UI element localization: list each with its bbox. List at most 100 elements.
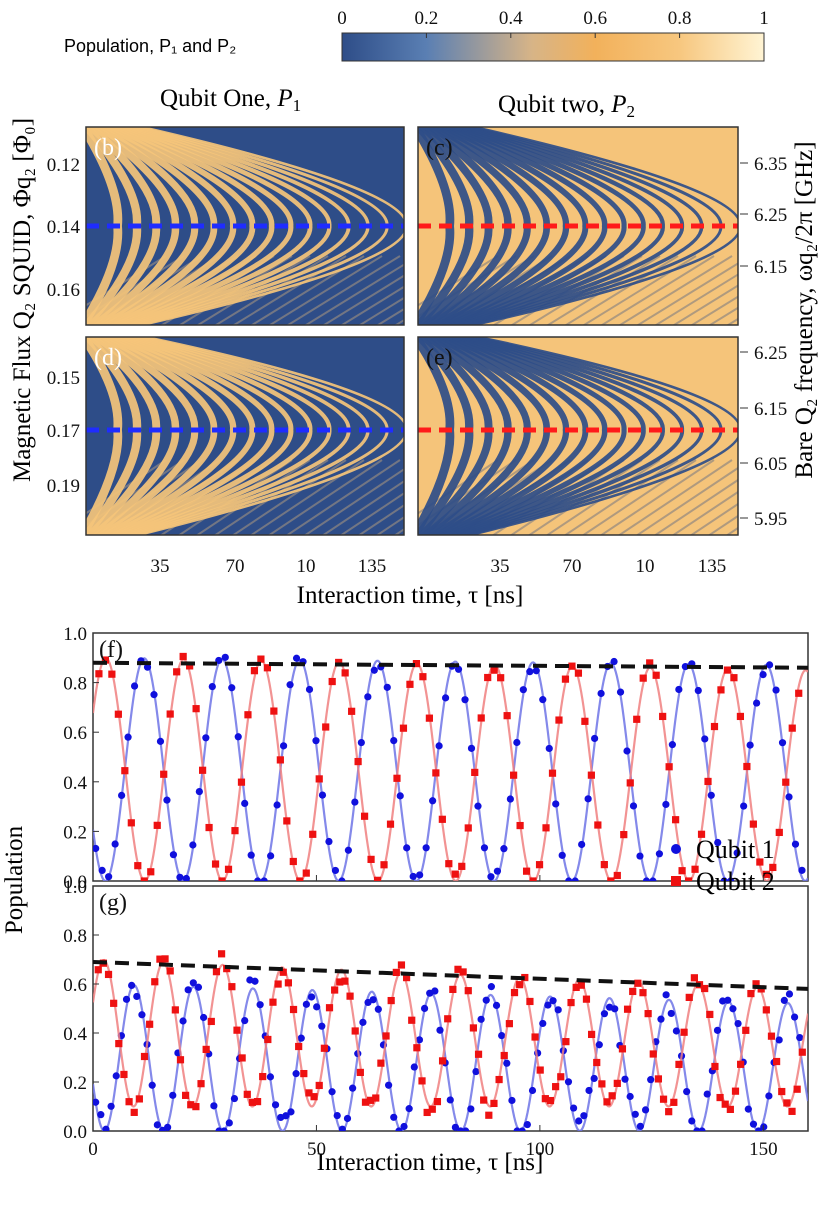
data-point-qubit-1 [143, 663, 152, 671]
heatmap-fine-fringe [419, 459, 535, 535]
data-point-qubit-1 [128, 981, 136, 989]
fit-line-2 [93, 958, 808, 1108]
data-point-qubit-2 [233, 1026, 241, 1034]
heatmap-panel: (e) [417, 336, 739, 536]
heatmap-fringe [110, 127, 294, 325]
data-point-qubit-2 [788, 1107, 796, 1115]
heatmap-fine-fringe [600, 255, 715, 325]
data-point-qubit-1 [493, 867, 502, 875]
data-point-qubit-2 [250, 667, 259, 675]
data-point-qubit-2 [561, 675, 570, 683]
data-point-qubit-2 [367, 855, 375, 863]
data-point-qubit-2 [503, 712, 511, 720]
data-point-qubit-2 [756, 858, 764, 866]
heatmap-fine-fringe [563, 459, 679, 535]
data-point-qubit-1 [210, 1102, 218, 1110]
data-point-qubit-1 [349, 1084, 357, 1092]
data-point-qubit-2 [295, 1042, 303, 1051]
data-point-qubit-2 [392, 968, 400, 976]
time-tick-label: 35 [151, 556, 170, 577]
data-point-qubit-1 [195, 787, 203, 796]
data-point-qubit-2 [354, 757, 362, 766]
data-point-qubit-2 [322, 723, 330, 731]
data-point-qubit-2 [721, 1100, 729, 1108]
data-point-qubit-2 [490, 1099, 498, 1108]
data-point-qubit-1 [189, 841, 197, 849]
heatmap-fine-fringe [418, 459, 517, 527]
data-point-qubit-2 [782, 778, 790, 786]
data-point-qubit-1 [351, 798, 359, 806]
data-point-qubit-2 [726, 1105, 734, 1113]
data-point-qubit-1 [714, 838, 722, 847]
y-tick-label: 0.2 [63, 1073, 87, 1094]
data-point-qubit-2 [120, 1070, 128, 1079]
data-point-qubit-1 [780, 996, 788, 1004]
data-point-qubit-1 [124, 733, 132, 741]
data-point-qubit-2 [121, 767, 129, 775]
data-point-qubit-1 [616, 688, 625, 696]
data-point-qubit-2 [557, 1073, 565, 1081]
y-tick-label: 0.8 [63, 674, 87, 695]
plot-xlabel: Interaction time, τ [ns] [317, 1149, 544, 1176]
data-point-qubit-2 [147, 868, 155, 876]
colorbar [341, 32, 765, 62]
heatmap-fine-fringe [159, 459, 275, 535]
heatmap-fine-fringe [492, 255, 607, 325]
heatmap-fine-fringe [160, 255, 275, 325]
data-point-qubit-1 [241, 1016, 249, 1025]
data-point-qubit-1 [422, 844, 430, 852]
colorbar-tick-label: 0.6 [583, 8, 607, 29]
data-point-qubit-2 [302, 869, 310, 877]
data-point-qubit-2 [186, 662, 194, 670]
data-point-qubit-1 [333, 1112, 341, 1120]
data-point-qubit-2 [115, 1039, 123, 1048]
data-point-qubit-1 [749, 1120, 758, 1128]
flux-axis-label: Magnetic Flux Q₂ SQUID, Φq₂ [Φ₀] [9, 118, 36, 482]
data-point-qubit-1 [405, 1105, 413, 1113]
data-point-qubit-1 [590, 1074, 598, 1083]
heatmap-fine-fringe [86, 255, 185, 318]
data-point-qubit-1 [672, 1027, 680, 1035]
data-point-qubit-1 [508, 1096, 516, 1105]
data-point-qubit-1 [544, 1001, 552, 1009]
data-point-qubit-1 [435, 742, 443, 750]
y-tick-label: 0.2 [63, 822, 87, 843]
data-point-qubit-1 [641, 1106, 650, 1114]
data-point-qubit-2 [331, 986, 339, 994]
data-point-qubit-2 [731, 1087, 740, 1095]
legend-marker-qubit-2 [671, 876, 681, 886]
data-point-qubit-2 [613, 1079, 621, 1087]
decay-envelope [93, 959, 808, 991]
data-point-qubit-1 [734, 1019, 742, 1028]
data-point-qubit-1 [451, 1123, 460, 1131]
data-point-qubit-2 [680, 1028, 688, 1036]
data-point-qubit-2 [135, 1095, 143, 1103]
heatmap-fine-fringe [527, 459, 643, 535]
data-point-qubit-2 [752, 980, 760, 988]
heatmap-fine-fringe [123, 459, 239, 535]
time-tick-label: 70 [226, 556, 245, 577]
data-point-qubit-1 [286, 681, 294, 689]
data-point-qubit-2 [665, 763, 673, 771]
data-point-qubit-1 [785, 793, 793, 801]
legend-marker-qubit-1 [671, 844, 681, 854]
data-point-qubit-1 [631, 1110, 639, 1118]
data-point-qubit-2 [182, 1091, 190, 1099]
data-point-qubit-2 [593, 1058, 601, 1067]
data-point-qubit-2 [620, 831, 628, 839]
data-point-qubit-1 [564, 1078, 573, 1086]
data-point-qubit-2 [685, 993, 693, 1001]
time-tick-label: 70 [563, 556, 582, 577]
data-point-qubit-2 [531, 1033, 539, 1041]
y-tick-label: 0.4 [63, 773, 87, 794]
data-point-qubit-2 [360, 812, 369, 820]
heatmap-panel-label: (b) [94, 135, 122, 161]
data-point-qubit-1 [698, 1127, 706, 1131]
frequency-tick-label: 6.15 [754, 399, 787, 420]
data-point-qubit-2 [283, 817, 291, 825]
time-tick-label: 135 [698, 556, 727, 577]
data-point-qubit-2 [346, 992, 354, 1000]
data-point-qubit-1 [122, 995, 131, 1003]
data-point-qubit-1 [513, 738, 521, 747]
